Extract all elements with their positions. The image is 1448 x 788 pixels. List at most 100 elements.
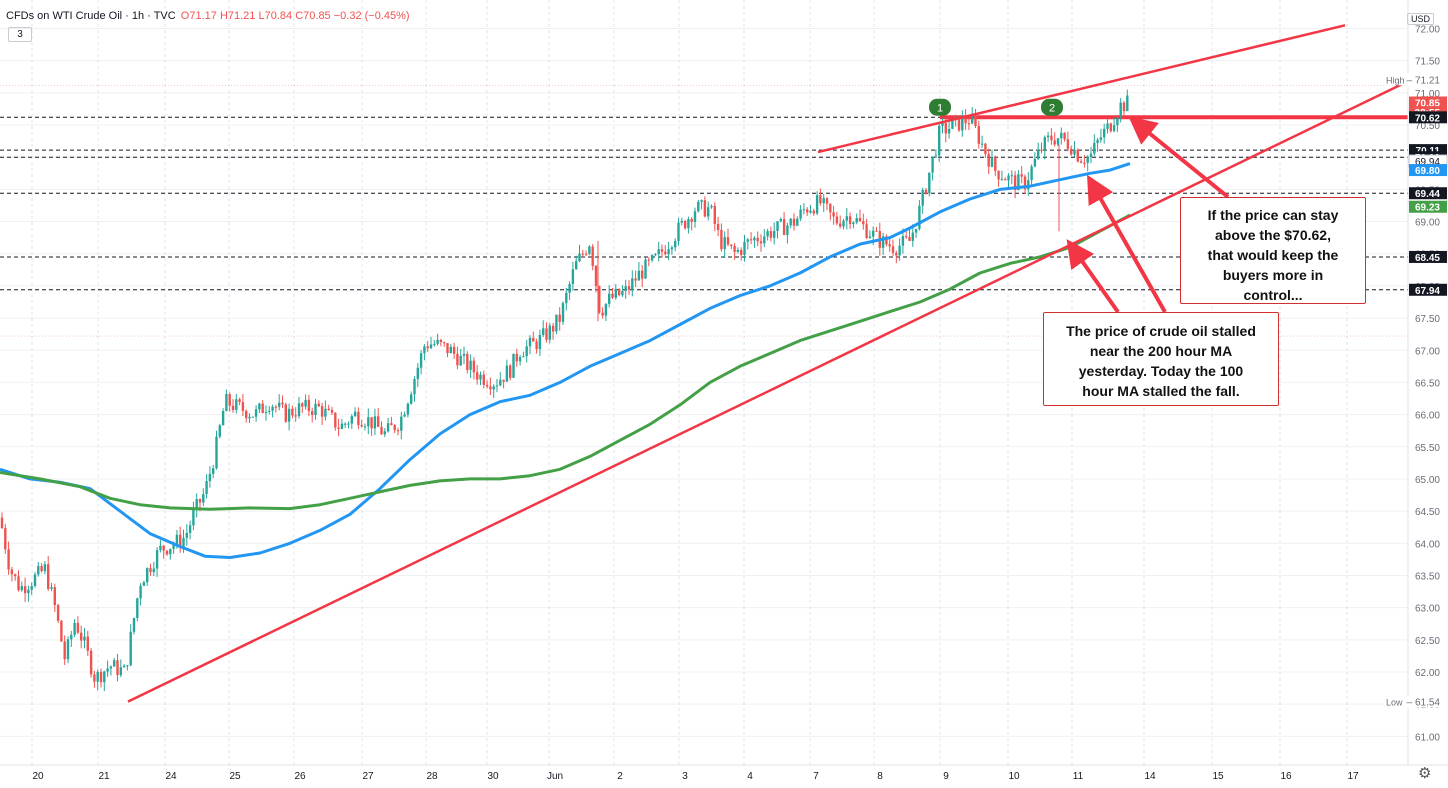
candle-body bbox=[941, 123, 944, 126]
candle-body bbox=[769, 231, 773, 238]
price-tag-bg bbox=[1409, 250, 1447, 263]
gear-icon[interactable]: ⚙ bbox=[1418, 765, 1432, 782]
price-axis: 61.0061.5062.0062.5063.0063.5064.0064.50… bbox=[1384, 0, 1448, 788]
candle-body bbox=[1126, 95, 1129, 112]
candle-body bbox=[367, 417, 370, 427]
symbol-title[interactable]: CFDs on WTI Crude Oil · 1h · TVC bbox=[6, 10, 176, 22]
candle-body bbox=[773, 231, 776, 238]
note-line: above the $70.62, bbox=[1215, 227, 1331, 243]
candle-body bbox=[281, 402, 284, 405]
candle-body bbox=[1004, 179, 1007, 181]
price-tag-bg bbox=[1409, 200, 1447, 213]
candle-body bbox=[759, 241, 763, 244]
candle-body bbox=[403, 414, 406, 417]
candle-body bbox=[311, 411, 314, 415]
price-tag-prefix: Low bbox=[1386, 698, 1403, 708]
price-tick-label: 63.50 bbox=[1415, 571, 1440, 582]
candle-body bbox=[248, 416, 251, 419]
currency-selector[interactable]: USD bbox=[1375, 4, 1441, 25]
candle-body bbox=[215, 436, 218, 469]
candle-body bbox=[307, 399, 311, 412]
trendline bbox=[817, 24, 1346, 154]
candle-body bbox=[469, 360, 472, 370]
candle-body bbox=[93, 674, 96, 682]
candle-body bbox=[175, 534, 179, 545]
candle-body bbox=[482, 374, 485, 385]
candle-body bbox=[208, 473, 212, 482]
candle-body bbox=[683, 220, 687, 229]
price-tag-label: – 71.21 bbox=[1407, 75, 1441, 86]
candle-body bbox=[538, 334, 542, 350]
candle-body bbox=[472, 360, 476, 373]
candle-body bbox=[845, 216, 848, 221]
indicator-count: 3 bbox=[17, 29, 23, 40]
candle-body bbox=[116, 660, 119, 676]
candle-body bbox=[304, 399, 307, 407]
candle-body bbox=[1093, 142, 1096, 154]
price-tag-label: 68.45 bbox=[1415, 253, 1440, 264]
time-tick-label: 4 bbox=[747, 771, 753, 782]
candle-body bbox=[241, 402, 245, 411]
candle-body bbox=[56, 605, 60, 621]
candle-body bbox=[677, 222, 680, 242]
time-tick-label: 11 bbox=[1073, 771, 1084, 782]
candle-body bbox=[80, 632, 83, 641]
candle-body bbox=[505, 365, 509, 382]
candle-body bbox=[4, 528, 7, 550]
candle-body bbox=[149, 568, 152, 573]
candle-body bbox=[245, 410, 248, 419]
candle-body bbox=[872, 230, 875, 237]
candle-body bbox=[895, 252, 898, 256]
symbol-header: CFDs on WTI Crude Oil · 1h · TVC O71.17 … bbox=[6, 10, 410, 22]
candle-body bbox=[159, 545, 162, 551]
candle-body bbox=[1030, 166, 1033, 181]
candle-body bbox=[763, 236, 766, 244]
price-axis-bg bbox=[1408, 0, 1448, 788]
candle-body bbox=[1103, 128, 1106, 138]
candle-body bbox=[1050, 135, 1053, 141]
candle-body bbox=[416, 367, 419, 380]
price-tick-label: 72.00 bbox=[1415, 25, 1440, 36]
collapse-indicators-button[interactable]: 3 bbox=[8, 27, 32, 42]
price-tag-bg bbox=[1409, 164, 1447, 177]
candle-body bbox=[261, 403, 264, 413]
candle-body bbox=[977, 126, 980, 144]
candle-body bbox=[961, 117, 964, 131]
price-tick-label: 62.00 bbox=[1415, 668, 1440, 679]
candle-body bbox=[571, 269, 575, 285]
candle-body bbox=[314, 403, 317, 415]
price-tick-label: 64.50 bbox=[1415, 507, 1440, 518]
candle-body bbox=[611, 293, 614, 298]
candle-body bbox=[188, 525, 192, 533]
candle-body bbox=[492, 386, 495, 390]
time-tick-label: 7 bbox=[813, 771, 819, 782]
candle-body bbox=[96, 671, 99, 682]
price-tick-label: 70.50 bbox=[1415, 121, 1440, 132]
price-tag-bg bbox=[1409, 283, 1447, 296]
candle-body bbox=[799, 209, 802, 219]
price-tag-label: 69.80 bbox=[1415, 166, 1440, 177]
candle-body bbox=[1106, 123, 1109, 129]
candle-body bbox=[624, 286, 627, 291]
candle-body bbox=[518, 357, 522, 362]
candle-body bbox=[43, 564, 47, 572]
candle-body bbox=[1013, 175, 1017, 191]
candle-body bbox=[938, 125, 941, 156]
price-tick-label: 64.00 bbox=[1415, 539, 1440, 550]
candle-body bbox=[525, 346, 528, 357]
candle-body bbox=[383, 431, 386, 435]
candle-body bbox=[1083, 162, 1086, 164]
candle-body bbox=[650, 255, 654, 261]
candle-body bbox=[644, 259, 647, 279]
candle-body bbox=[271, 406, 274, 411]
candle-body bbox=[911, 232, 914, 241]
candle-body bbox=[766, 231, 769, 237]
candle-body bbox=[815, 195, 819, 214]
price-tick-label: 65.50 bbox=[1415, 443, 1440, 454]
candle-body bbox=[136, 598, 139, 619]
time-tick-label: Jun bbox=[547, 771, 563, 782]
candle-body bbox=[532, 337, 535, 342]
candle-body bbox=[1040, 149, 1043, 151]
currency-label[interactable]: USD bbox=[1406, 13, 1434, 25]
